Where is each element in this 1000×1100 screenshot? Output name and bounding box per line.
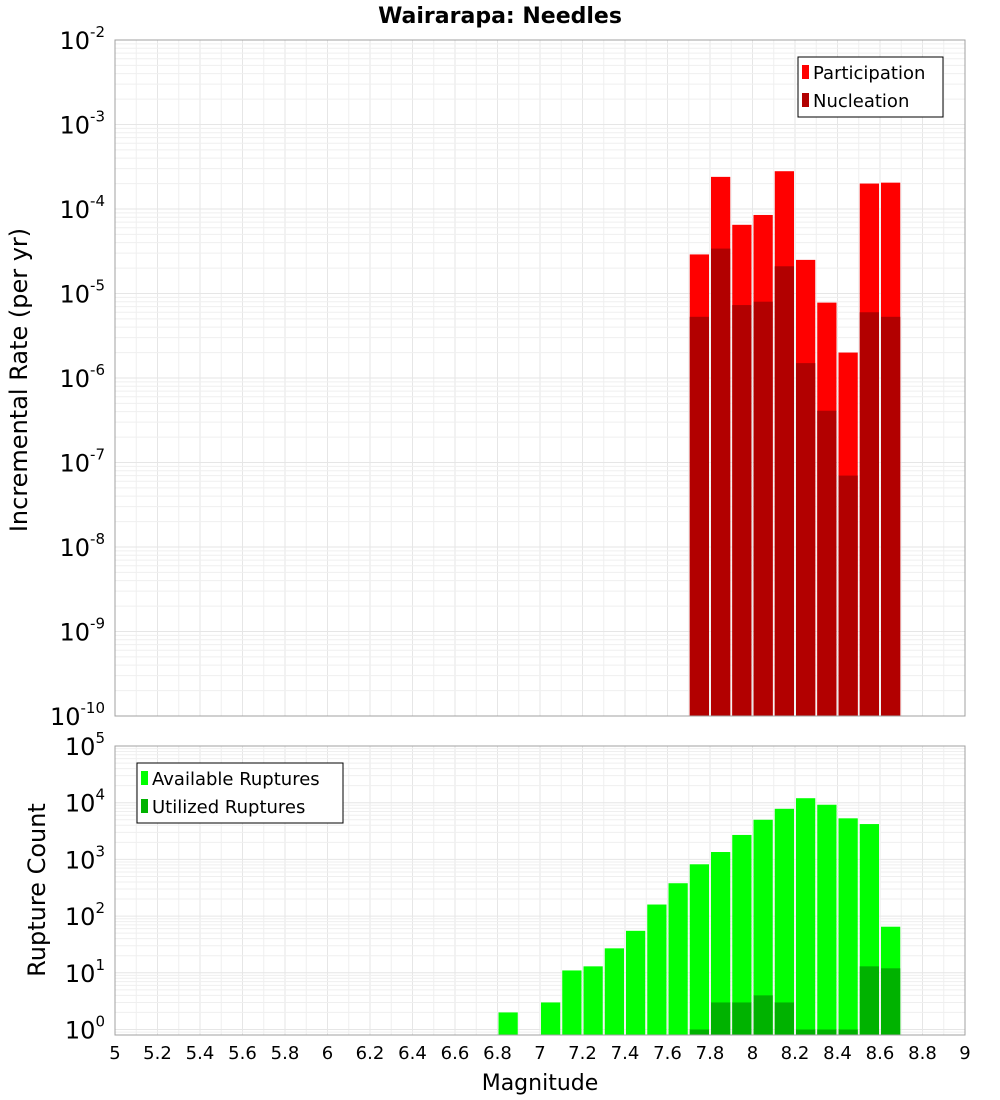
- bottom-y-axis-label: Rupture Count: [23, 803, 51, 977]
- legend-box: [797, 56, 944, 118]
- bar-nucleation: [838, 475, 858, 716]
- legend-top: Participation Nucleation: [797, 56, 944, 118]
- bar-available-ruptures: [817, 804, 837, 1035]
- x-tick-label: 8.6: [866, 1043, 895, 1064]
- x-tick-label: 8.2: [781, 1043, 810, 1064]
- top-panel: 10-10 10-9 10-8 10-7 10-6 10-5 10-4 10-3 10-2 Par…: [50, 23, 966, 731]
- x-tick-label: 5: [109, 1043, 120, 1064]
- bar-nucleation: [774, 266, 794, 716]
- bar-available-ruptures: [668, 883, 688, 1035]
- x-tick-label: 7.6: [653, 1043, 682, 1064]
- y-tick-label: 10-10: [50, 699, 105, 731]
- bar-nucleation: [689, 316, 709, 716]
- x-tick-label: 6: [322, 1043, 333, 1064]
- chart-title: Wairarapa: Needles: [378, 4, 622, 29]
- x-tick-label: 5.4: [186, 1043, 215, 1064]
- x-tick-label: 8.8: [908, 1043, 937, 1064]
- y-tick-label: 104: [65, 786, 105, 818]
- x-tick-label: 7.8: [696, 1043, 725, 1064]
- bar-available-ruptures: [689, 864, 709, 1035]
- bar-utilized-ruptures: [753, 995, 773, 1035]
- x-tick-label: 5.8: [271, 1043, 300, 1064]
- y-tick-label: 10-2: [59, 23, 105, 55]
- y-tick-label: 103: [65, 842, 105, 874]
- bar-utilized-ruptures: [711, 1002, 731, 1035]
- legend-label: Utilized Ruptures: [152, 797, 305, 818]
- x-axis-label: Magnitude: [482, 1071, 599, 1096]
- x-tick-label: 6.8: [483, 1043, 512, 1064]
- x-tick-label: 6.4: [398, 1043, 427, 1064]
- x-tick-label: 7: [534, 1043, 545, 1064]
- x-tick-label: 7.4: [611, 1043, 640, 1064]
- y-tick-label: 101: [65, 956, 105, 988]
- y-ticks-bottom: 100 101 102 103 104 105: [65, 729, 105, 1045]
- x-tick-label: 9: [959, 1043, 970, 1064]
- legend-label: Participation: [813, 63, 925, 84]
- y-tick-label: 100: [65, 1013, 105, 1045]
- bars-bottom: [498, 798, 901, 1035]
- y-tick-label: 10-4: [59, 192, 105, 224]
- bars-top: [689, 171, 901, 717]
- x-ticks: 5 5.2 5.4 5.6 5.8 6 6.2 6.4 6.6 6.8 7 7.2 7.4 7.6 7.8 8…: [109, 1043, 970, 1064]
- bar-available-ruptures: [626, 930, 646, 1035]
- x-tick-label: 5.6: [228, 1043, 257, 1064]
- bar-nucleation: [881, 316, 901, 716]
- bar-utilized-ruptures: [732, 1002, 752, 1035]
- bar-nucleation: [817, 410, 837, 716]
- y-tick-label: 105: [65, 729, 105, 761]
- x-tick-label: 6.2: [356, 1043, 385, 1064]
- legend-swatch: [802, 65, 809, 79]
- y-tick-label: 10-9: [59, 615, 105, 647]
- bar-utilized-ruptures: [817, 1029, 837, 1035]
- bar-utilized-ruptures: [689, 1029, 709, 1035]
- bar-available-ruptures: [732, 834, 752, 1035]
- bar-available-ruptures: [796, 798, 816, 1035]
- y-tick-label: 10-3: [59, 108, 105, 140]
- bar-available-ruptures: [774, 808, 794, 1035]
- legend-swatch: [802, 93, 809, 107]
- bar-utilized-ruptures: [838, 1029, 858, 1035]
- bar-available-ruptures: [604, 948, 624, 1035]
- bar-nucleation: [796, 363, 816, 716]
- bar-available-ruptures: [583, 966, 603, 1035]
- legend-swatch: [141, 771, 148, 785]
- grid-top: [114, 39, 966, 717]
- legend-bottom: Available Ruptures Utilized Ruptures: [136, 762, 344, 824]
- bar-available-ruptures: [541, 1002, 561, 1035]
- plot-frame-bottom: [114, 745, 966, 1036]
- x-tick-label: 8.4: [823, 1043, 852, 1064]
- legend-swatch: [141, 799, 148, 813]
- bar-available-ruptures: [753, 819, 773, 1035]
- legend-label: Nucleation: [813, 91, 909, 112]
- x-tick-label: 8: [747, 1043, 758, 1064]
- bar-available-ruptures: [562, 970, 582, 1035]
- x-tick-label: 6.6: [441, 1043, 470, 1064]
- bar-utilized-ruptures: [859, 966, 879, 1035]
- y-tick-label: 10-5: [59, 277, 105, 309]
- bar-nucleation: [859, 312, 879, 716]
- legend-box: [136, 762, 344, 824]
- legend-label: Available Ruptures: [152, 769, 320, 790]
- bar-utilized-ruptures: [796, 1029, 816, 1035]
- bar-nucleation: [753, 301, 773, 716]
- x-tick-label: 7.2: [568, 1043, 597, 1064]
- bar-available-ruptures: [647, 904, 667, 1035]
- top-y-axis-label: Incremental Rate (per yr): [5, 228, 33, 532]
- x-tick-label: 5.2: [143, 1043, 172, 1064]
- bar-nucleation: [711, 248, 731, 716]
- bar-utilized-ruptures: [774, 1002, 794, 1035]
- bar-available-ruptures: [498, 1012, 518, 1035]
- y-tick-label: 10-6: [59, 361, 105, 393]
- bar-available-ruptures: [711, 852, 731, 1035]
- plot-frame-top: [114, 39, 966, 717]
- bar-available-ruptures: [838, 818, 858, 1035]
- bar-nucleation: [732, 305, 752, 716]
- bar-utilized-ruptures: [881, 968, 901, 1035]
- y-tick-label: 10-8: [59, 530, 105, 562]
- bottom-panel: 100 101 102 103 104 105 Available Ruptures Util…: [65, 729, 971, 1064]
- y-tick-label: 10-7: [59, 446, 105, 478]
- y-ticks-top: 10-10 10-9 10-8 10-7 10-6 10-5 10-4 10-3 10-2: [50, 23, 105, 731]
- y-tick-label: 102: [65, 899, 105, 931]
